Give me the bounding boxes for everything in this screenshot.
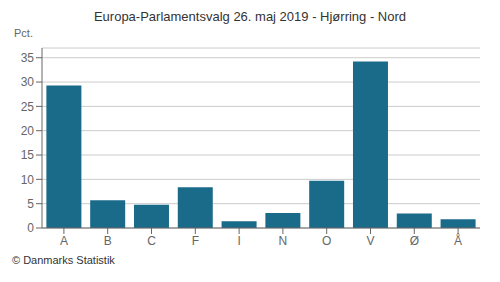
svg-text:Ø: Ø — [410, 234, 419, 248]
svg-text:I: I — [237, 234, 240, 248]
svg-text:35: 35 — [21, 51, 35, 65]
svg-text:V: V — [366, 234, 374, 248]
svg-text:5: 5 — [27, 197, 34, 211]
svg-text:30: 30 — [21, 75, 35, 89]
svg-text:25: 25 — [21, 100, 35, 114]
svg-text:C: C — [147, 234, 156, 248]
svg-text:N: N — [279, 234, 288, 248]
svg-text:15: 15 — [21, 148, 35, 162]
svg-text:Å: Å — [454, 233, 462, 248]
svg-text:F: F — [192, 234, 199, 248]
svg-text:O: O — [322, 234, 331, 248]
svg-text:0: 0 — [27, 221, 34, 235]
html-text:Europa-Parlamentsvalg 26. maj: Europa-Parlamentsvalg 26. maj 2019 - Hjø… — [93, 9, 407, 24]
svg-text:A: A — [60, 234, 68, 248]
html-text:© Danmarks Statistik: © Danmarks Statistik — [12, 254, 115, 266]
html-text:Pct.: Pct. — [14, 27, 33, 39]
svg-text:10: 10 — [21, 173, 35, 187]
svg-text:20: 20 — [21, 124, 35, 138]
svg-text:B: B — [104, 234, 112, 248]
